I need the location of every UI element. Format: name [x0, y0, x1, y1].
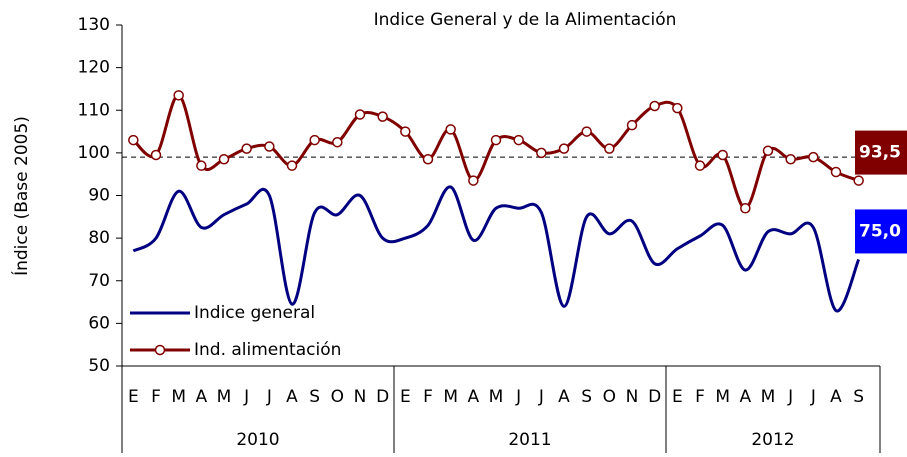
x-tick-label: J	[515, 387, 521, 407]
x-tick-label: A	[286, 387, 298, 407]
x-tick-label: A	[558, 387, 570, 407]
point-marker	[558, 143, 570, 154]
point-marker	[604, 143, 615, 154]
point-marker	[400, 126, 411, 137]
point-marker	[128, 134, 139, 146]
point-marker	[241, 143, 252, 154]
point-marker	[785, 154, 796, 165]
point-marker	[196, 160, 207, 171]
x-tick-label: O	[603, 387, 616, 407]
end-label-box	[855, 130, 907, 175]
point-marker	[468, 175, 479, 186]
point-marker	[150, 149, 162, 161]
x-tick-label: M	[489, 387, 504, 407]
x-tick-label: M	[171, 387, 186, 407]
x-tick-label: N	[626, 387, 639, 407]
x-tick-label: M	[217, 387, 232, 407]
x-tick-label: E	[672, 387, 683, 407]
point-marker	[309, 134, 320, 146]
point-marker	[490, 134, 502, 146]
y-tick-label: 80	[88, 228, 110, 248]
point-marker	[649, 100, 660, 112]
x-tick-label: O	[331, 387, 344, 407]
end-label: 93,5	[859, 143, 901, 163]
point-marker	[264, 141, 275, 152]
end-label: 75,0	[859, 221, 901, 241]
x-tick-label: F	[423, 387, 433, 407]
point-marker	[422, 154, 434, 165]
y-tick-label: 70	[88, 271, 110, 291]
y-tick-label: 100	[78, 143, 110, 163]
point-marker	[808, 151, 819, 163]
x-tick-label: F	[151, 387, 161, 407]
x-tick-label: A	[740, 387, 752, 407]
y-tick-label: 110	[78, 100, 110, 120]
x-tick-label: J	[787, 387, 793, 407]
y-tick-label: 130	[78, 15, 110, 35]
point-marker	[536, 147, 547, 159]
series-line	[132, 93, 860, 210]
group-label: 2010	[236, 430, 279, 450]
point-marker	[717, 149, 728, 161]
group-label: 2011	[508, 430, 551, 450]
legend-marker	[154, 344, 166, 356]
point-marker	[581, 126, 592, 137]
series-line	[132, 185, 861, 313]
x-tick-label: S	[853, 387, 864, 407]
x-tick-label: E	[400, 387, 411, 407]
point-marker	[218, 154, 230, 165]
y-tick-label: 60	[88, 313, 110, 333]
x-tick-label: M	[761, 387, 776, 407]
x-tick-label: M	[715, 387, 730, 407]
point-marker	[513, 134, 524, 146]
chart-title: Indice General y de la Alimentación	[374, 10, 677, 30]
point-marker	[354, 109, 366, 120]
x-tick-label: E	[128, 387, 139, 407]
legend-label: Indice general	[194, 303, 315, 323]
x-tick-label: S	[581, 387, 592, 407]
x-tick-label: J	[243, 387, 249, 407]
x-tick-label: A	[196, 387, 208, 407]
point-marker	[740, 203, 751, 214]
end-label-box	[855, 209, 907, 254]
x-tick-label: J	[266, 387, 272, 407]
y-tick-label: 50	[88, 356, 110, 376]
x-tick-label: D	[376, 387, 389, 407]
point-marker	[377, 111, 388, 122]
legend-label: Ind. alimentación	[194, 340, 341, 360]
x-tick-label: A	[468, 387, 480, 407]
x-tick-label: D	[648, 387, 661, 407]
x-tick-label: N	[354, 387, 367, 407]
group-label: 2012	[751, 430, 794, 450]
point-marker	[286, 160, 298, 171]
x-tick-label: A	[830, 387, 842, 407]
x-tick-label: M	[443, 387, 458, 407]
x-tick-label: F	[695, 387, 705, 407]
x-tick-label: J	[810, 387, 816, 407]
y-tick-label: 90	[88, 186, 110, 206]
point-marker	[173, 90, 184, 101]
point-marker	[762, 145, 774, 156]
point-marker	[626, 119, 638, 131]
point-marker	[332, 136, 343, 148]
point-marker	[445, 124, 456, 135]
y-tick-label: 120	[78, 58, 110, 78]
point-marker	[694, 160, 706, 171]
point-marker	[830, 166, 842, 178]
point-marker	[672, 102, 683, 114]
y-axis-label: Índice (Base 2005)	[10, 116, 32, 276]
x-tick-label: J	[538, 387, 544, 407]
x-tick-label: S	[309, 387, 320, 407]
point-marker	[853, 175, 864, 186]
